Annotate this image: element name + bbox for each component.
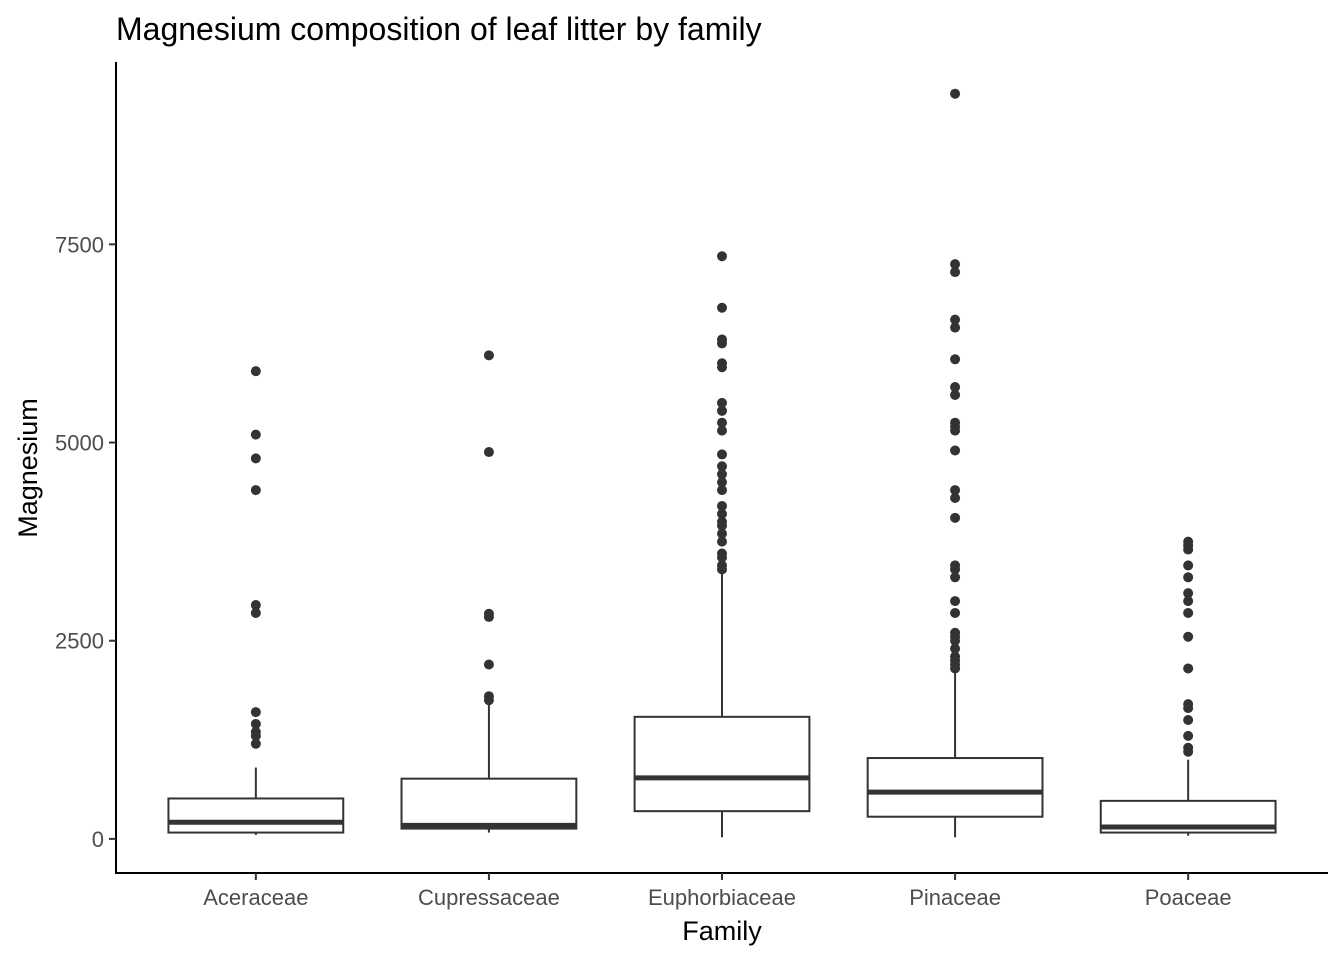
outlier-point (250, 600, 261, 611)
x-tick-label: Cupressaceae (418, 885, 560, 910)
outlier-point (950, 314, 961, 325)
outlier-point (250, 730, 261, 741)
outlier-point (1183, 631, 1194, 642)
outlier-point (717, 405, 727, 416)
box (866, 757, 1044, 818)
outlier-point (717, 552, 727, 563)
x-axis-ticks: Aceraceae Cupressaceae Euphorbiaceae Pinace… (203, 873, 1232, 910)
outlier-point (483, 350, 494, 361)
outlier-point (483, 695, 494, 706)
outlier-point (250, 738, 261, 749)
outlier-point (250, 607, 261, 618)
outlier-point (950, 512, 961, 523)
y-axis-ticks: 0 2500 5000 7500 (55, 232, 116, 852)
y-tick-label: 7500 (55, 232, 104, 257)
box-group-euphorbiaceae (633, 251, 811, 838)
outlier-point (250, 366, 261, 377)
box (633, 715, 811, 813)
outlier-point (950, 322, 961, 333)
outlier-point (1183, 607, 1194, 618)
box-group-aceraceae (167, 366, 345, 835)
outlier-point (1183, 596, 1194, 607)
outlier-point (717, 469, 727, 480)
outlier-point (950, 267, 961, 278)
outlier-point (717, 251, 727, 262)
outlier-point (950, 596, 961, 607)
outlier-point (717, 477, 727, 488)
outlier-point (717, 500, 727, 511)
outlier-point (717, 302, 727, 313)
outlier-point (1183, 588, 1194, 599)
outlier-point (717, 397, 727, 408)
outlier-point (950, 389, 961, 400)
x-tick-label: Poaceae (1145, 885, 1232, 910)
outlier-point (483, 659, 494, 670)
outlier-point (950, 445, 961, 456)
outlier-point (250, 718, 261, 729)
outlier-point (717, 417, 727, 428)
outlier-point (1183, 730, 1194, 741)
outlier-point (950, 382, 961, 393)
outlier-point (1183, 746, 1194, 757)
outlier-point (950, 663, 961, 674)
outlier-point (483, 447, 494, 458)
outlier-point (950, 88, 961, 99)
outlier-point (483, 611, 494, 622)
outlier-point (950, 425, 961, 436)
box (167, 797, 345, 834)
outlier-point (950, 354, 961, 365)
outlier-point (950, 572, 961, 583)
outlier-point (1183, 544, 1194, 555)
y-axis-label: Magnesium (13, 398, 43, 538)
outlier-point (1183, 663, 1194, 674)
outlier-point (250, 429, 261, 440)
outlier-point (717, 528, 727, 539)
y-tick-label: 2500 (55, 629, 104, 654)
outlier-point (717, 508, 727, 519)
x-tick-label: Aceraceae (203, 885, 308, 910)
outlier-point (250, 453, 261, 464)
x-tick-label: Pinaceae (909, 885, 1001, 910)
outlier-point (717, 425, 727, 436)
outlier-point (1183, 572, 1194, 583)
outlier-point (1183, 560, 1194, 571)
chart-title: Magnesium composition of leaf litter by … (116, 11, 762, 47)
outlier-point (717, 564, 727, 575)
outlier-point (717, 338, 727, 349)
x-tick-label: Euphorbiaceae (648, 885, 796, 910)
outlier-point (717, 536, 727, 547)
plot-area (167, 88, 1277, 838)
y-tick-label: 5000 (55, 431, 104, 456)
outlier-point (1183, 714, 1194, 725)
outlier-point (717, 520, 727, 531)
outlier-point (250, 707, 261, 718)
x-axis-label: Family (682, 916, 762, 946)
y-tick-label: 0 (92, 827, 104, 852)
outlier-point (950, 493, 961, 504)
outlier-point (950, 643, 961, 654)
box-group-cupressaceae (400, 350, 578, 833)
box (400, 777, 578, 830)
outlier-point (717, 461, 727, 472)
outlier-point (950, 259, 961, 270)
box-group-poaceae (1099, 536, 1277, 836)
outlier-point (250, 485, 261, 496)
outlier-point (717, 485, 727, 496)
box-group-pinaceae (866, 88, 1044, 838)
outlier-point (1183, 703, 1194, 714)
outlier-point (717, 362, 727, 373)
outlier-point (950, 607, 961, 618)
outlier-point (950, 635, 961, 646)
outlier-point (950, 485, 961, 496)
outlier-point (950, 564, 961, 575)
outlier-point (717, 449, 727, 460)
